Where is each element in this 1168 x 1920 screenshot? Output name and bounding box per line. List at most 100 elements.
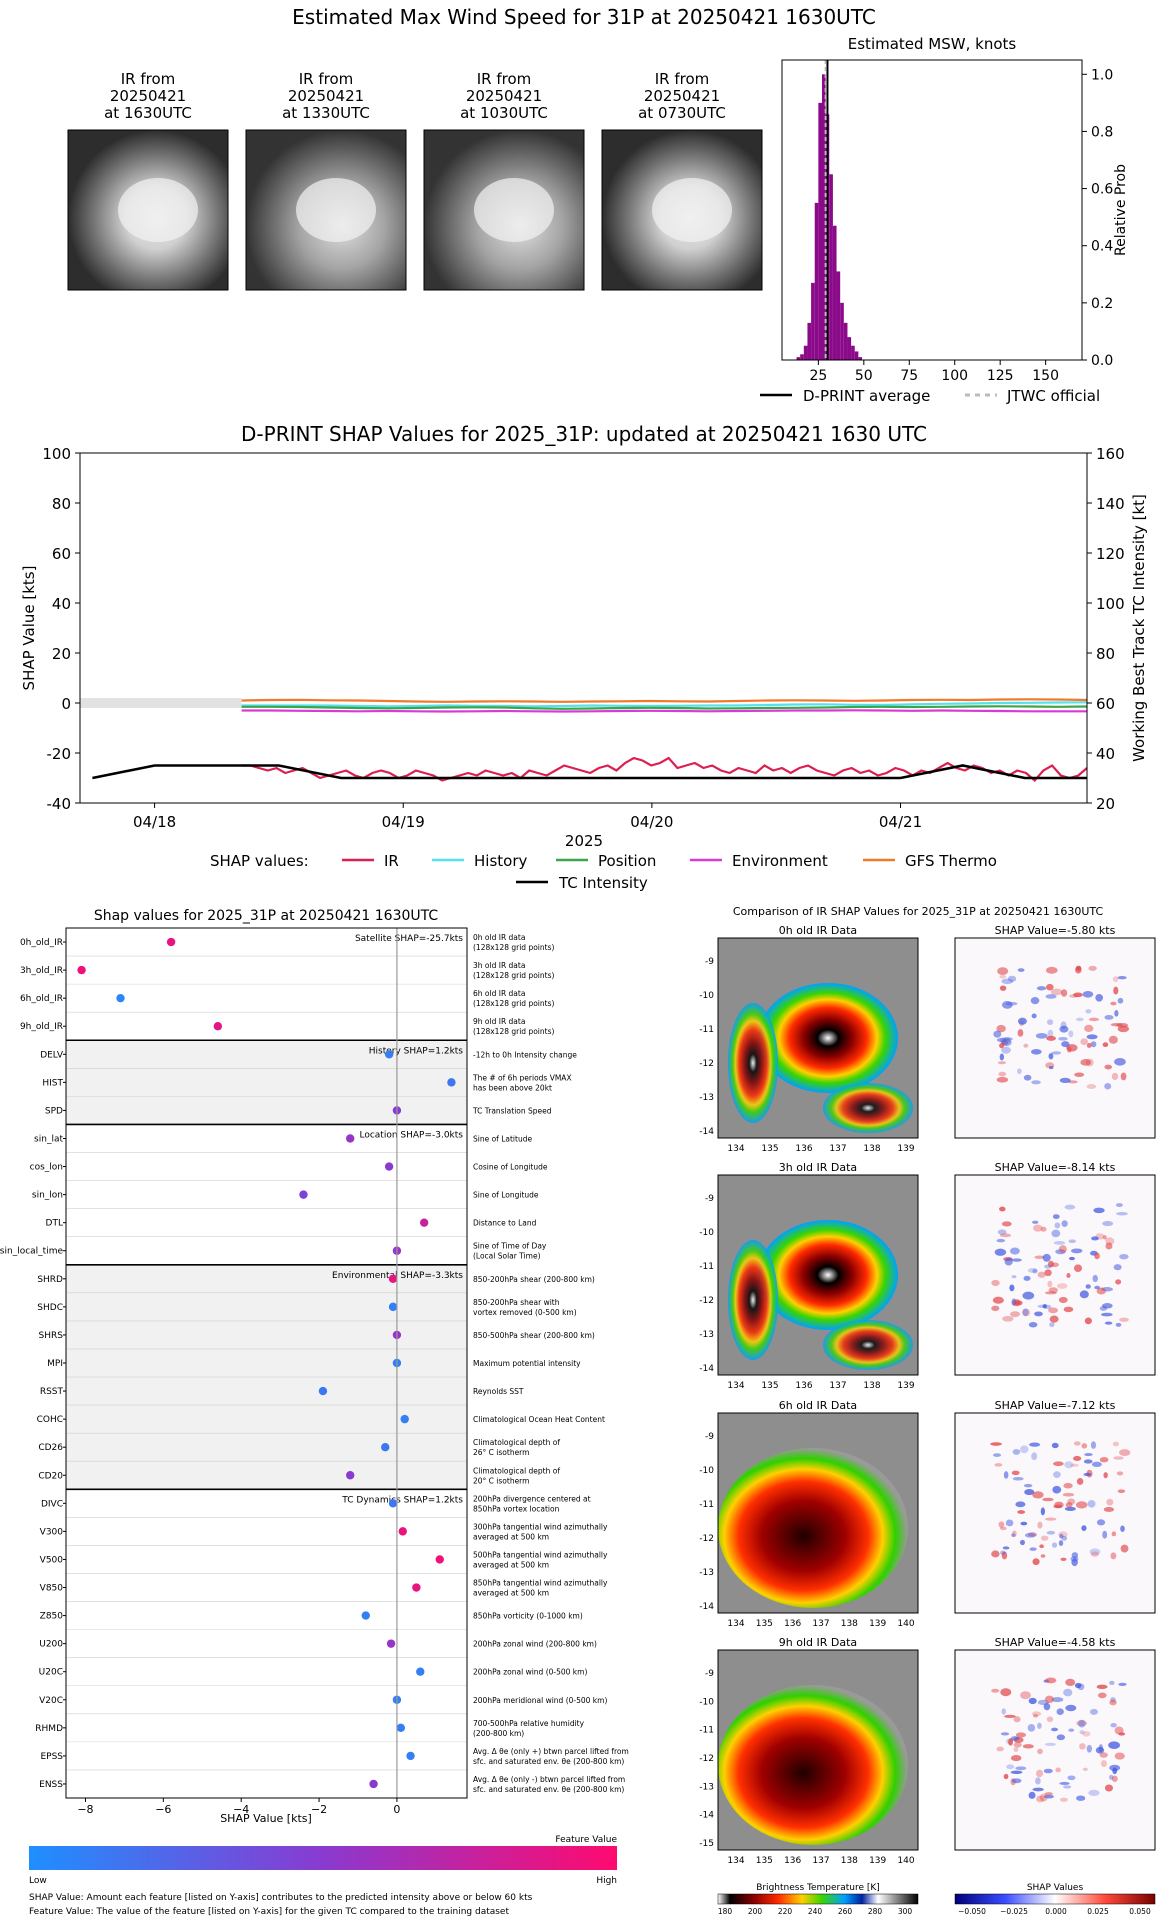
histogram-bar	[851, 345, 855, 360]
feature-description: Climatological Ocean Heat Content	[473, 1415, 605, 1424]
shap-panel-title: SHAP Value=-8.14 kts	[995, 1161, 1116, 1174]
shap-panel-blob	[1011, 1470, 1020, 1476]
ir-panel-x-tick: 137	[829, 1381, 846, 1391]
shap-panel-blob	[1064, 1461, 1074, 1469]
shap-panel-blob	[1049, 1322, 1055, 1328]
shap-panel-blob	[1065, 1704, 1077, 1712]
shap-panel-blob	[1044, 1291, 1057, 1295]
comparison-title: Comparison of IR SHAP Values for 2025_31…	[733, 905, 1104, 918]
shap-panel-blob	[1075, 1501, 1088, 1509]
histogram-y-tick-label: 0.6	[1091, 182, 1113, 198]
shap-panel-blob	[1009, 1284, 1015, 1292]
shap-panel-blob	[991, 1279, 1000, 1287]
shap-panel-blob	[1036, 986, 1047, 991]
shap-panel-blob	[1010, 1311, 1021, 1318]
bt-colorbar-tick: 180	[718, 1907, 733, 1916]
shap-panel-blob	[1114, 1726, 1124, 1735]
shap-panel-blob	[999, 1053, 1005, 1061]
feature-shap-point	[447, 1078, 456, 1087]
shap-panel-blob	[1059, 1077, 1071, 1084]
ir-shap-comparison: Comparison of IR SHAP Values for 2025_31…	[699, 905, 1156, 1916]
shap-panel-blob	[1114, 1010, 1119, 1017]
ir-panel-x-tick: 139	[897, 1144, 914, 1154]
ir-thumb-label-line1: IR from	[299, 70, 354, 88]
timeseries-title: D-PRINT SHAP Values for 2025_31P: update…	[241, 422, 927, 446]
shap-panel-blob	[1116, 1212, 1128, 1216]
shap-panel-blob	[1032, 1558, 1040, 1566]
shap-panel-blob	[1044, 1695, 1055, 1704]
shap-panel-blob	[1022, 1308, 1031, 1317]
ir-panel-y-tick: -14	[699, 1811, 714, 1821]
ir-panel-frame	[717, 1649, 919, 1851]
shap-panel-blob	[1001, 978, 1014, 985]
shap-panel-blob	[1053, 1471, 1061, 1479]
ir-thumb-label-line1: IR from	[655, 70, 710, 88]
histogram-bar	[818, 102, 822, 360]
feature-description: 200hPa divergence centered at	[473, 1494, 591, 1503]
shap-panel-blob	[1071, 1558, 1078, 1567]
shap-panel-blob	[999, 985, 1007, 991]
scatter-x-tick-label: 0	[393, 1803, 400, 1816]
feature-name: cos_lon	[30, 1163, 63, 1173]
shap-panel-blob	[1050, 988, 1063, 996]
scatter-x-axis-label: SHAP Value [kts]	[220, 1812, 312, 1825]
series-line-history	[241, 701, 1088, 708]
shap-panel-blob	[1115, 1322, 1122, 1327]
shap-panel-blob	[1015, 1501, 1026, 1508]
shap-panel-blob	[1083, 1459, 1093, 1464]
shap-panel-blob	[1028, 1321, 1038, 1328]
feature-name: DTL	[46, 1219, 63, 1229]
shap-panel-blob	[1079, 1743, 1086, 1750]
shap-panel-blob	[1002, 1000, 1013, 1009]
histogram-bar	[843, 322, 848, 360]
timeseries-y2-tick-label: 40	[1096, 745, 1115, 763]
feature-description: TC Translation Speed	[472, 1106, 552, 1115]
scatter-x-tick-label: −2	[311, 1803, 327, 1816]
shap-panel-blob	[1020, 1691, 1031, 1700]
feature-name: U200	[39, 1640, 63, 1650]
shap-panel-background	[955, 1175, 1155, 1375]
histogram-bar	[829, 174, 833, 360]
histogram-x-tick-label: 125	[987, 368, 1014, 384]
shap-panel-blob	[1102, 1221, 1114, 1227]
feature-description: Sine of Longitude	[473, 1191, 539, 1200]
shap-panel-blob	[1033, 1224, 1043, 1232]
timeseries-y2-tick-label: 120	[1096, 545, 1125, 563]
shap-panel-blob	[1114, 1752, 1125, 1760]
feature-shap-point	[77, 965, 86, 975]
feature-description: sfc. and saturated env. θe (200-800 km)	[473, 1757, 624, 1766]
feature-shap-point	[435, 1555, 444, 1564]
shap-panel-blob	[1081, 1525, 1087, 1532]
shap-panel-blob	[1089, 1708, 1098, 1715]
ir-panel-x-tick: 136	[795, 1144, 812, 1154]
ir-panel-y-tick: -11	[699, 1025, 714, 1035]
shap-panel-blob	[1034, 1255, 1045, 1260]
ir-panel-x-tick: 134	[727, 1144, 744, 1154]
histogram-bar	[796, 357, 801, 360]
shap-panel-blob	[1047, 1029, 1054, 1038]
timeseries-y2-tick-label: 160	[1096, 445, 1125, 463]
feature-name: 6h_old_IR	[20, 994, 63, 1004]
scatter-title: Shap values for 2025_31P at 20250421 163…	[94, 908, 439, 924]
shap-panel-blob	[1119, 1317, 1129, 1322]
shap-panel-blob	[1073, 992, 1083, 998]
ir-thumb-frame	[601, 129, 763, 291]
shap-panel-blob	[1084, 1452, 1093, 1457]
shap-panel-blob	[1010, 1755, 1022, 1762]
shap-panel-blob	[1013, 1747, 1019, 1752]
shap-panel-blob	[1084, 1317, 1092, 1325]
shap-panel-blob	[1004, 1714, 1016, 1718]
shap-panel-blob	[993, 1030, 1002, 1038]
feature-description: Sine of Latitude	[473, 1134, 532, 1143]
shap-panel-blob	[1069, 994, 1078, 998]
group-label: Environmental SHAP=-3.3kts	[332, 1271, 463, 1281]
shap-panel-blob	[993, 1453, 1002, 1457]
feature-name: HIST	[42, 1078, 63, 1088]
shap-colorbar-tick: −0.025	[1000, 1907, 1028, 1916]
shap-panel-blob	[1093, 1207, 1105, 1214]
shap-panel-blob	[1094, 1285, 1100, 1290]
shap-panel-blob	[1040, 1507, 1046, 1516]
feature-description: 26° C isotherm	[473, 1448, 529, 1457]
